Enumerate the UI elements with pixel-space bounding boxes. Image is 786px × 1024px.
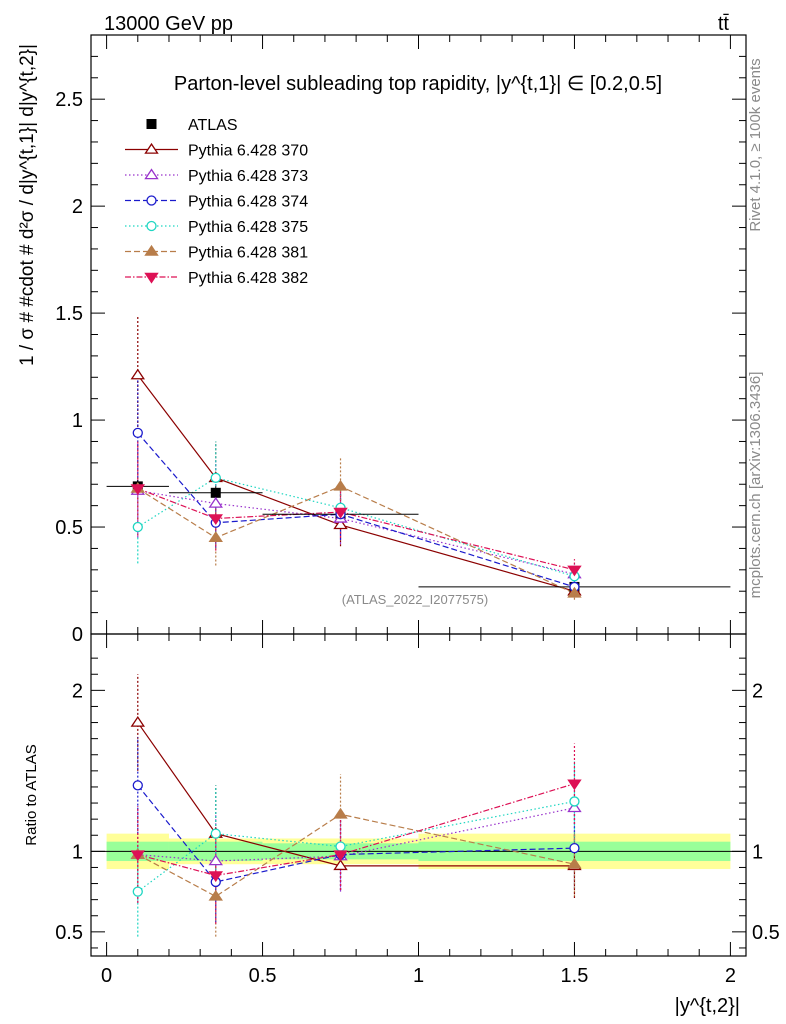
ratio-line-4 <box>137 813 575 898</box>
series-point-5-1 <box>208 514 223 526</box>
ratio-point-5-3 <box>567 779 582 791</box>
ratio-panel: 0 0.5 1 1.5 2 0.5 0.5 1 1 2 2 <box>55 633 780 987</box>
energy-label: 13000 GeV pp <box>104 13 233 35</box>
x-tick-label-2: 1 <box>413 965 424 987</box>
atlas-point-1 <box>210 487 221 498</box>
ratio-point-5-2 <box>333 850 348 862</box>
legend-label-atlas: ATLAS <box>188 117 238 134</box>
series-point-5-2 <box>333 507 348 519</box>
series-point-5-0 <box>130 484 146 496</box>
mcplots-label: mcplots.cern.ch [arXiv:1306.3436] <box>747 372 764 599</box>
rivet-version-label: Rivet 4.1.0, ≥ 100k events <box>747 58 764 231</box>
ratio-point-4-1 <box>208 889 223 901</box>
ratio-point-2-0 <box>132 780 143 791</box>
ratio-ytick-label-0: 0.5 <box>55 922 83 944</box>
series-point-3-0 <box>132 521 143 533</box>
main-ytick-label-1: 0.5 <box>55 517 83 539</box>
main-y-axis-label: 1 / σ # #cdot # d²σ / d|y^{t,1}| d|y^{t,… <box>17 44 38 366</box>
series-point-0-0 <box>130 368 146 380</box>
main-ytick-label-5: 2.5 <box>55 89 83 111</box>
main-ytick-label-2: 1 <box>72 410 83 432</box>
ratio-ytick-label-2: 2 <box>72 680 83 702</box>
ratio-point-4-2 <box>333 807 348 819</box>
x-tick-label-4: 2 <box>725 965 736 987</box>
legend-label-3: Pythia 6.428 375 <box>188 219 308 236</box>
legend-label-4: Pythia 6.428 381 <box>188 245 308 262</box>
ratio-line-0 <box>137 722 575 867</box>
ratio-line-5 <box>137 783 575 877</box>
ratio-point-4-3 <box>567 857 582 869</box>
series-point-1-1 <box>208 496 223 508</box>
series-line-1 <box>137 490 575 575</box>
ratio-point-3-2 <box>335 841 346 852</box>
series-line-2 <box>137 432 575 588</box>
legend-marker-atlas <box>146 119 157 129</box>
ratio-line-3 <box>137 800 575 893</box>
main-ytick-label-3: 1.5 <box>55 303 83 325</box>
x-tick-label-1: 0.5 <box>249 965 277 987</box>
ratio-point-5-0 <box>130 850 146 862</box>
ratio-point-1-3 <box>567 801 582 813</box>
ratio-point-3-0 <box>132 886 143 897</box>
legend-marker-2 <box>146 195 157 206</box>
legend: ATLAS Pythia 6.428 370 Pythia 6.428 373 Pyt… <box>125 117 308 287</box>
ratio-ytick-label-right-0: 0.5 <box>752 922 780 944</box>
x-axis-label: |y^{t,2}| <box>675 995 740 1017</box>
ratio-y-axis-label: Ratio to ATLAS <box>23 744 40 845</box>
legend-marker-0 <box>144 142 159 154</box>
series-point-5-3 <box>567 565 582 577</box>
ratio-ytick-label-right-2: 2 <box>752 680 763 702</box>
ratio-ytick-label-1: 1 <box>72 841 83 863</box>
legend-marker-1 <box>144 168 159 180</box>
ratio-ytick-label-right-1: 1 <box>752 841 763 863</box>
process-label: tt̄ <box>718 13 730 35</box>
legend-label-1: Pythia 6.428 373 <box>188 168 308 185</box>
ratio-point-0-0 <box>130 715 146 727</box>
series-line-4 <box>137 485 575 594</box>
x-tick-label-0: 0 <box>101 965 112 987</box>
x-tick-label-3: 1.5 <box>561 965 589 987</box>
series-point-2-0 <box>132 427 143 439</box>
ratio-point-2-3 <box>569 842 580 854</box>
legend-label-5: Pythia 6.428 382 <box>188 270 308 287</box>
series-line-0 <box>137 374 575 592</box>
series-line-3 <box>137 477 575 577</box>
series-point-0-2 <box>333 518 348 530</box>
ratio-point-3-3 <box>569 796 580 807</box>
main-ytick-label-4: 2 <box>72 196 83 218</box>
legend-label-2: Pythia 6.428 374 <box>188 194 308 211</box>
series-point-3-1 <box>210 472 221 483</box>
ratio-point-1-1 <box>208 854 223 866</box>
plot-title: Parton-level subleading top rapidity, |y… <box>174 73 662 95</box>
series-point-4-3 <box>567 586 582 598</box>
main-panel: 0 0.5 1 1.5 2 2.5 ATLAS Pythia 6.428 370 Pythia … <box>55 34 747 646</box>
main-ytick-label-0: 0 <box>72 624 83 646</box>
ratio-point-3-1 <box>210 828 221 839</box>
legend-label-0: Pythia 6.428 370 <box>188 143 308 160</box>
ratio-line-1 <box>137 807 575 862</box>
analysis-watermark: (ATLAS_2022_I2077575) <box>342 592 488 607</box>
series-point-4-1 <box>208 531 223 542</box>
legend-marker-3 <box>146 220 157 232</box>
legend-marker-4 <box>144 244 159 256</box>
ratio-point-5-1 <box>208 871 223 883</box>
legend-marker-5 <box>144 272 159 284</box>
ratio-point-0-2 <box>333 859 348 871</box>
series-point-4-2 <box>333 479 348 491</box>
